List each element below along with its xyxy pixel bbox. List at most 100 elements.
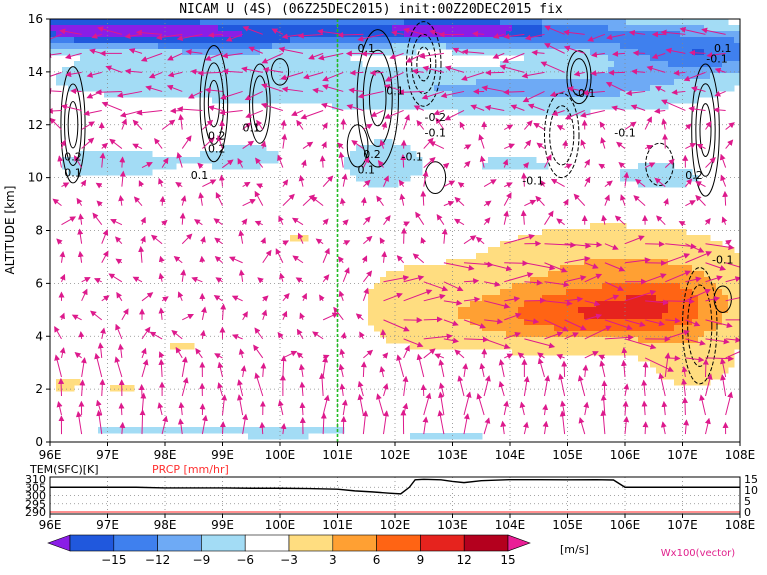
heat-cell	[728, 79, 735, 86]
heat-cell	[668, 373, 675, 380]
heat-cell	[266, 25, 273, 32]
heat-cell	[698, 331, 705, 338]
heat-cell	[404, 37, 411, 44]
heat-cell	[560, 43, 567, 50]
heat-cell	[344, 49, 351, 56]
wind-vector	[403, 338, 424, 348]
heat-cell	[614, 43, 621, 50]
x-tick-label: 106E	[610, 448, 641, 462]
heat-cell	[152, 91, 159, 98]
heat-cell	[146, 151, 153, 158]
heat-cell	[728, 73, 735, 80]
heat-cell	[104, 79, 111, 86]
heat-cell	[488, 319, 495, 326]
heat-cell	[518, 73, 525, 80]
heat-cell	[584, 265, 591, 272]
heat-cell	[122, 85, 129, 92]
heat-cell	[662, 331, 669, 338]
heat-cell	[296, 37, 303, 44]
wind-vector	[713, 106, 726, 113]
x-tick-label: 105E	[552, 448, 583, 462]
wind-vector	[540, 179, 546, 187]
heat-cell	[380, 319, 387, 326]
heat-cell	[332, 79, 339, 86]
heat-cell	[290, 37, 297, 44]
heat-cell	[584, 97, 591, 104]
heat-cell	[650, 313, 657, 320]
heat-cell	[218, 61, 225, 68]
heat-cell	[506, 241, 513, 248]
heat-cell	[326, 55, 333, 62]
heat-cell	[128, 85, 135, 92]
heat-cell	[260, 157, 267, 164]
wind-vector	[220, 90, 243, 100]
heat-cell	[440, 301, 447, 308]
heat-cell	[458, 289, 465, 296]
heat-cell	[212, 19, 219, 26]
heat-cell	[104, 157, 111, 164]
heat-cell	[488, 79, 495, 86]
heat-cell	[212, 97, 219, 104]
heat-cell	[248, 151, 255, 158]
heat-cell	[194, 61, 201, 68]
heat-cell	[566, 235, 573, 242]
heat-cell	[128, 31, 135, 38]
heat-cell	[80, 163, 87, 170]
wind-vector	[254, 327, 264, 340]
wind-vector	[61, 182, 70, 188]
heat-cell	[380, 25, 387, 32]
heat-cell	[656, 271, 663, 278]
heat-cell	[422, 313, 429, 320]
heat-cell	[356, 79, 363, 86]
heat-cell	[476, 25, 483, 32]
wind-vector	[138, 245, 145, 263]
wind-vector	[99, 152, 106, 168]
heat-cell	[680, 295, 687, 302]
heat-cell	[500, 277, 507, 284]
wind-vector	[242, 311, 248, 321]
heat-cell	[410, 67, 417, 74]
heat-cell	[686, 175, 693, 182]
wind-vector	[282, 240, 290, 246]
heat-cell	[596, 223, 603, 230]
wind-vector	[583, 401, 590, 416]
heat-cell	[692, 355, 699, 362]
heat-cell	[164, 91, 171, 98]
wind-vector	[503, 210, 510, 225]
heat-cell	[512, 253, 519, 260]
heat-cell	[716, 313, 723, 320]
heat-cell	[728, 271, 735, 278]
wind-vector	[624, 235, 645, 245]
wind-vector	[282, 350, 298, 359]
heat-cell	[524, 277, 531, 284]
heat-cell	[644, 85, 651, 92]
heat-cell	[200, 49, 207, 56]
heat-cell	[110, 31, 117, 38]
heat-cell	[428, 277, 435, 284]
heat-cell	[494, 91, 501, 98]
wind-vector	[97, 26, 123, 35]
heat-cell	[488, 271, 495, 278]
wind-vector	[421, 90, 445, 100]
wind-vector	[215, 277, 223, 284]
heat-cell	[590, 319, 597, 326]
heat-cell	[650, 295, 657, 302]
heat-cell	[524, 103, 531, 110]
heat-cell	[164, 49, 171, 56]
heat-cell	[698, 259, 705, 266]
heat-cell	[476, 85, 483, 92]
heat-cell	[620, 289, 627, 296]
heat-cell	[428, 283, 435, 290]
heat-cell	[692, 97, 699, 104]
heat-cell	[356, 43, 363, 50]
heat-cell	[566, 253, 573, 260]
heat-cell	[56, 49, 63, 56]
heat-cell	[314, 25, 321, 32]
heat-cell	[620, 103, 627, 110]
heat-cell	[224, 31, 231, 38]
heat-cell	[248, 145, 255, 152]
heat-cell	[140, 49, 147, 56]
heat-cell	[488, 73, 495, 80]
heat-cell	[374, 295, 381, 302]
heat-cell	[206, 67, 213, 74]
